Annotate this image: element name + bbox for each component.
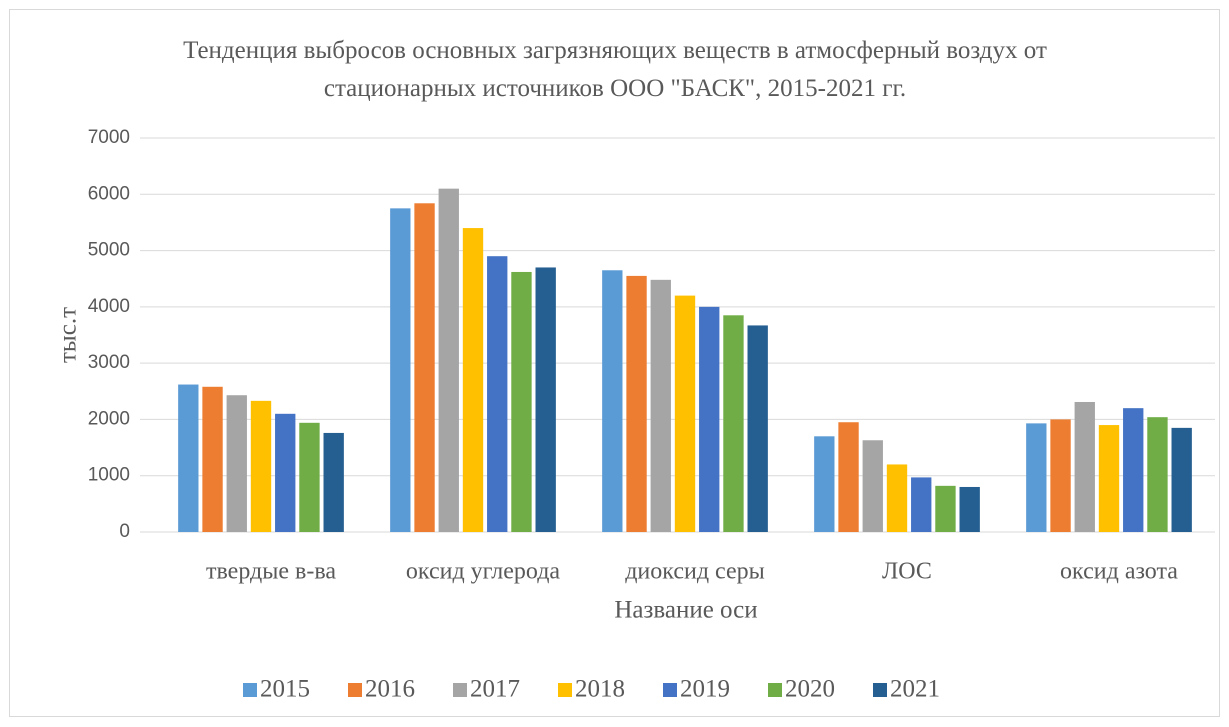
legend-swatch [663, 683, 677, 697]
bar [462, 228, 484, 533]
y-tick-label: 1000 [88, 465, 130, 486]
y-tick-label: 2000 [88, 408, 130, 429]
y-tick-label: 3000 [88, 352, 130, 373]
bar [535, 267, 556, 532]
bar [390, 208, 411, 532]
legend-swatch [243, 683, 257, 697]
legend-swatch [768, 683, 782, 697]
bar [487, 256, 508, 532]
y-tick-label: 5000 [88, 240, 130, 261]
x-tick-label: оксид азота [1060, 559, 1178, 585]
bar [886, 464, 908, 532]
bar [511, 271, 532, 532]
bar [1098, 425, 1120, 532]
x-tick-label: ЛОС [882, 559, 932, 585]
legend-swatch [453, 683, 467, 697]
bar [602, 270, 623, 532]
legend-label: 2018 [575, 676, 625, 703]
bar [838, 422, 859, 532]
legend-label: 2016 [365, 676, 415, 703]
bar [959, 486, 980, 532]
chart-title: Тенденция выбросов основных загрязняющих… [183, 37, 1047, 102]
bar [299, 422, 320, 532]
bar [935, 485, 956, 532]
bar [862, 440, 883, 532]
y-tick-label: 0 [119, 521, 130, 542]
bar [747, 325, 768, 532]
bar [414, 203, 435, 532]
legend-label: 2019 [680, 676, 730, 703]
bar [275, 413, 296, 532]
bar [178, 384, 199, 532]
bar [814, 436, 835, 532]
legend-swatch [873, 683, 887, 697]
y-tick-label: 7000 [88, 127, 130, 148]
legend-label: 2020 [785, 676, 835, 703]
bar [1026, 423, 1047, 532]
legend-label: 2017 [470, 676, 520, 703]
bar [699, 306, 720, 532]
x-tick-label: диоксид серы [625, 559, 765, 585]
bar [723, 315, 744, 532]
bar [650, 279, 671, 532]
bar [626, 275, 647, 532]
x-axis-title: Название оси [614, 597, 757, 624]
bar [1123, 408, 1144, 532]
x-tick-label: твердые в-ва [206, 559, 336, 585]
legend-swatch [558, 683, 572, 697]
bar [1171, 427, 1192, 532]
legend-label: 2015 [260, 676, 310, 703]
y-tick-label: 6000 [88, 183, 130, 204]
bar [1147, 417, 1168, 532]
x-tick-label: оксид углерода [406, 559, 561, 585]
legend-swatch [348, 683, 362, 697]
bar [438, 188, 459, 532]
legend-label: 2021 [890, 676, 940, 703]
bar [674, 295, 696, 532]
y-axis-title: тыс.т [55, 307, 82, 363]
bar [202, 386, 223, 532]
bar [250, 400, 272, 532]
bar [1050, 419, 1071, 532]
bar [323, 432, 344, 532]
y-tick-label: 4000 [88, 296, 130, 317]
bar [911, 477, 932, 532]
bar [1074, 401, 1095, 532]
bar [226, 395, 247, 532]
